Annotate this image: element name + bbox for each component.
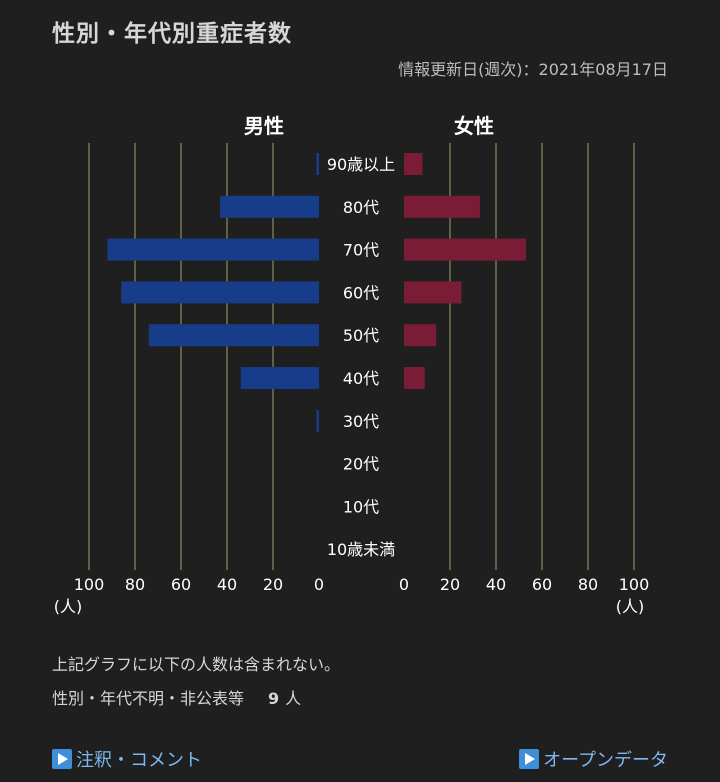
tick-label-left: 60 — [171, 575, 191, 594]
bar-male — [240, 367, 319, 389]
note-excluded: 上記グラフに以下の人数は含まれない。 — [52, 655, 341, 674]
unit-label-right: (人) — [616, 597, 645, 616]
category-label: 20代 — [343, 455, 379, 474]
page-title: 性別・年代別重症者数 — [52, 21, 292, 47]
bar-female — [404, 324, 437, 347]
note-unknown-unit: 人 — [285, 689, 302, 708]
category-label: 10代 — [343, 497, 379, 516]
category-label: 50代 — [343, 326, 379, 345]
tick-label-left: 80 — [125, 575, 145, 594]
unit-label-left: (人) — [54, 597, 83, 616]
category-label: 10歳未満 — [327, 540, 395, 559]
open-data-label: オープンデータ — [543, 750, 668, 771]
notes-comments-link[interactable]: 注釈・コメント — [52, 746, 202, 772]
category-label: 40代 — [343, 369, 379, 388]
bar-male — [316, 409, 319, 432]
category-label: 30代 — [343, 412, 379, 431]
play-icon — [519, 749, 540, 769]
note-unknown: 性別・年代不明・非公表等 9 人 — [52, 685, 301, 709]
note-unknown-count: 9 — [268, 689, 280, 708]
category-label: 80代 — [343, 198, 379, 217]
tick-label-left: 20 — [263, 575, 283, 594]
series-label-female: 女性 — [454, 114, 494, 138]
tick-label-left: 100 — [74, 575, 105, 594]
bar-male — [148, 324, 319, 347]
bar-female — [404, 153, 423, 175]
bar-male — [121, 281, 319, 304]
bar-male — [220, 195, 319, 218]
bar-female — [404, 195, 480, 218]
category-label: 60代 — [343, 283, 379, 302]
tick-label-left: 0 — [314, 575, 324, 594]
bar-male — [107, 238, 320, 261]
bar-female — [404, 281, 462, 304]
category-label: 70代 — [343, 241, 379, 260]
tick-label-left: 40 — [217, 575, 237, 594]
note-unknown-label: 性別・年代不明・非公表等 — [52, 689, 245, 708]
bar-female — [404, 238, 526, 261]
tick-label-right: 0 — [399, 575, 409, 594]
play-icon — [52, 749, 72, 769]
notes-comments-label: 注釈・コメント — [76, 750, 202, 771]
tick-label-right: 60 — [532, 575, 552, 594]
tick-label-right: 100 — [619, 575, 650, 594]
update-date: 情報更新日(週次)：2021年08月17日 — [398, 60, 668, 79]
tick-label-right: 40 — [486, 575, 506, 594]
category-label: 90歳以上 — [327, 155, 395, 174]
tick-label-right: 20 — [440, 575, 460, 594]
series-label-male: 男性 — [244, 114, 284, 138]
tick-label-right: 80 — [578, 575, 598, 594]
open-data-link[interactable]: オープンデータ — [519, 746, 668, 772]
bar-male — [316, 153, 319, 175]
bar-female — [404, 367, 425, 389]
